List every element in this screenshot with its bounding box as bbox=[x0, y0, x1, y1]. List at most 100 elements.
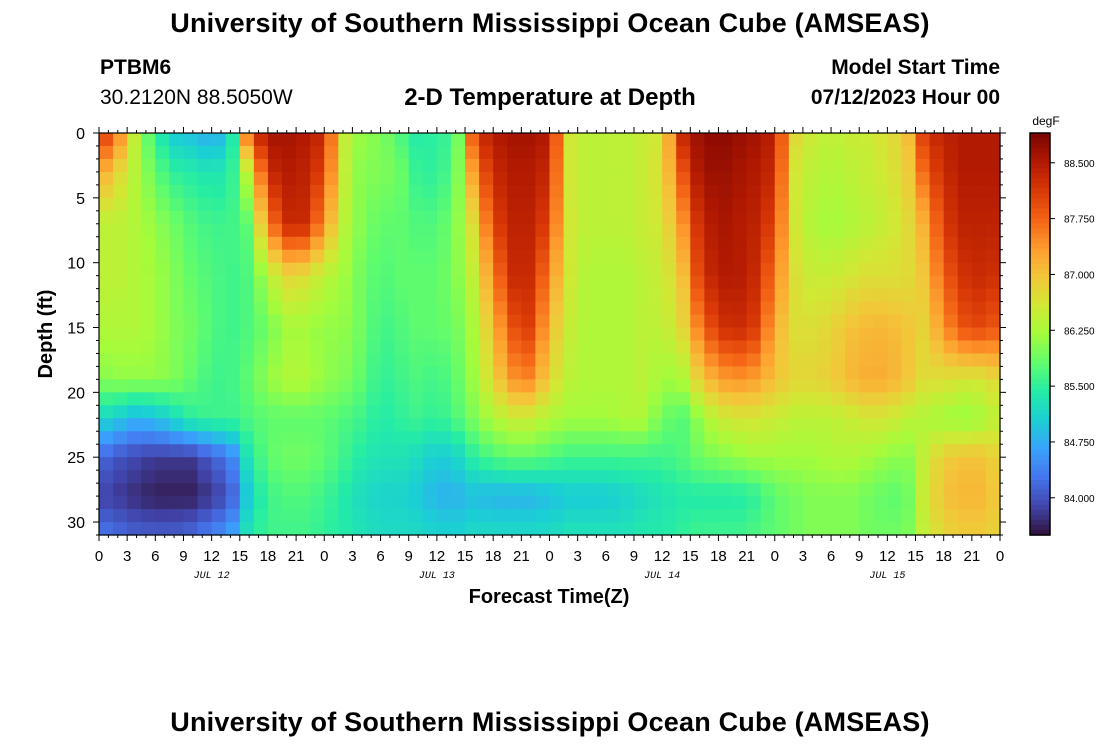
heatmap-cell bbox=[352, 431, 368, 445]
heatmap-cell bbox=[408, 197, 424, 212]
heatmap-cell bbox=[296, 431, 311, 445]
heatmap-cell bbox=[352, 133, 368, 147]
heatmap-cell bbox=[282, 340, 297, 355]
heatmap-cell bbox=[859, 236, 874, 251]
heatmap-cell bbox=[802, 353, 818, 368]
colorbar-cell bbox=[1030, 524, 1050, 531]
heatmap-cell bbox=[310, 184, 325, 199]
x-tick-label: 18 bbox=[485, 548, 502, 565]
heatmap-cell bbox=[436, 457, 452, 471]
heatmap-cell bbox=[521, 418, 537, 432]
heatmap-cell bbox=[521, 431, 537, 445]
heatmap-cell bbox=[535, 171, 551, 186]
heatmap-cell bbox=[915, 145, 931, 160]
heatmap-cell bbox=[859, 366, 874, 380]
heatmap-cell bbox=[816, 405, 832, 419]
heatmap-cell bbox=[718, 249, 734, 264]
heatmap-cell bbox=[816, 223, 832, 238]
heatmap-field bbox=[99, 133, 1001, 536]
heatmap-cell bbox=[310, 340, 325, 355]
heatmap-cell bbox=[127, 236, 142, 251]
heatmap-cell bbox=[197, 509, 213, 523]
heatmap-cell bbox=[338, 340, 354, 355]
heatmap-cell bbox=[155, 249, 170, 264]
heatmap-cell bbox=[788, 236, 804, 251]
heatmap-cell bbox=[704, 483, 720, 497]
heatmap-cell bbox=[380, 444, 396, 458]
heatmap-cell bbox=[211, 483, 227, 497]
heatmap-cell bbox=[450, 210, 466, 225]
heatmap-cell bbox=[225, 171, 241, 186]
heatmap-cell bbox=[338, 236, 354, 251]
heatmap-cell bbox=[408, 133, 424, 147]
heatmap-cell bbox=[732, 288, 748, 303]
heatmap-cell bbox=[394, 509, 410, 523]
heatmap-cell bbox=[732, 145, 748, 160]
heatmap-cell bbox=[915, 171, 931, 186]
heatmap-cell bbox=[774, 223, 790, 238]
heatmap-cell bbox=[943, 133, 959, 147]
heatmap-cell bbox=[591, 522, 607, 536]
heatmap-cell bbox=[380, 496, 396, 510]
heatmap-cell bbox=[971, 236, 987, 251]
heatmap-cell bbox=[563, 522, 579, 536]
heatmap-cell bbox=[901, 133, 917, 147]
heatmap-cell bbox=[493, 509, 508, 523]
heatmap-cell bbox=[718, 392, 734, 406]
heatmap-cell bbox=[662, 483, 677, 497]
heatmap-cell bbox=[577, 262, 593, 277]
heatmap-cell bbox=[577, 483, 593, 497]
heatmap-cell bbox=[549, 184, 565, 199]
heatmap-cell bbox=[746, 483, 762, 497]
heatmap-cell bbox=[507, 249, 522, 264]
heatmap-cell bbox=[169, 236, 185, 251]
heatmap-cell bbox=[282, 275, 297, 290]
heatmap-cell bbox=[943, 444, 959, 458]
heatmap-cell bbox=[408, 522, 424, 536]
colorbar-tick-label: 84.000 bbox=[1064, 494, 1095, 505]
heatmap-cell bbox=[408, 301, 424, 316]
heatmap-cell bbox=[211, 405, 227, 419]
heatmap-cell bbox=[99, 288, 114, 303]
x-tick-label: 15 bbox=[457, 548, 474, 565]
y-tick-label: 15 bbox=[67, 321, 85, 338]
heatmap-cell bbox=[338, 133, 354, 147]
heatmap-cell bbox=[253, 145, 269, 160]
heatmap-cell bbox=[197, 275, 213, 290]
heatmap-cell bbox=[957, 483, 973, 497]
heatmap-cell bbox=[394, 223, 410, 238]
heatmap-cell bbox=[619, 522, 635, 536]
heatmap-cell bbox=[718, 288, 734, 303]
heatmap-cell bbox=[929, 133, 945, 147]
heatmap-cell bbox=[676, 158, 691, 173]
heatmap-cell bbox=[267, 509, 283, 523]
heatmap-cell bbox=[732, 418, 748, 432]
heatmap-cell bbox=[873, 236, 888, 251]
heatmap-cell bbox=[887, 353, 903, 368]
heatmap-cell bbox=[929, 223, 945, 238]
heatmap-cell bbox=[366, 418, 382, 432]
heatmap-cell bbox=[436, 288, 452, 303]
heatmap-cell bbox=[352, 223, 368, 238]
heatmap-cell bbox=[267, 210, 283, 225]
heatmap-cell bbox=[465, 210, 480, 225]
heatmap-cell bbox=[211, 444, 227, 458]
heatmap-cell bbox=[422, 158, 438, 173]
heatmap-cell bbox=[605, 379, 621, 393]
heatmap-cell bbox=[253, 275, 269, 290]
heatmap-cell bbox=[535, 340, 551, 355]
heatmap-cell bbox=[436, 197, 452, 212]
heatmap-cell bbox=[901, 184, 917, 199]
heatmap-cell bbox=[450, 392, 466, 406]
heatmap-cell bbox=[211, 145, 227, 160]
heatmap-cell bbox=[577, 405, 593, 419]
colorbar-cell bbox=[1030, 188, 1050, 194]
heatmap-cell bbox=[422, 340, 438, 355]
heatmap-cell bbox=[169, 314, 185, 329]
colorbar-cell bbox=[1030, 374, 1050, 380]
heatmap-cell bbox=[253, 340, 269, 355]
heatmap-cell bbox=[436, 418, 452, 432]
heatmap-cell bbox=[521, 366, 537, 380]
colorbar-cell bbox=[1030, 404, 1050, 410]
heatmap-cell bbox=[859, 405, 874, 419]
